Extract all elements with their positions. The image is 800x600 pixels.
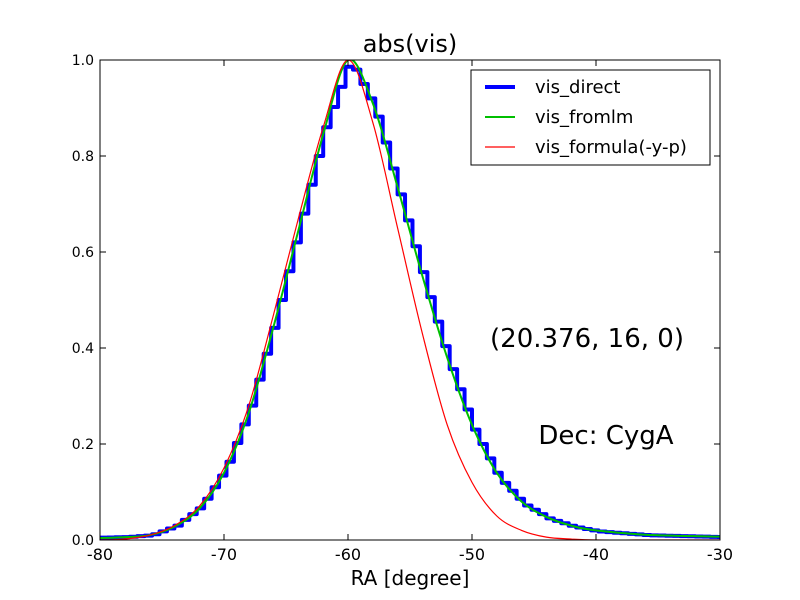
plot-frame — [99, 59, 721, 541]
y-tick-label: 0.6 — [72, 245, 94, 261]
x-tick-label: -40 — [583, 545, 609, 564]
x-tick-label: -30 — [707, 545, 733, 564]
y-tick-label: 0.0 — [72, 533, 94, 549]
y-tick-label: 0.8 — [72, 149, 94, 165]
y-tick-label: 1.0 — [72, 53, 94, 69]
x-tick-label: -50 — [459, 545, 485, 564]
x-tick-label: -60 — [335, 545, 361, 564]
annotation-dec: Dec: CygA — [538, 421, 673, 451]
x-tick-label: -70 — [211, 545, 237, 564]
legend-label: vis_formula(-y-p) — [535, 137, 687, 158]
series-line-vis-fromlm — [100, 60, 720, 540]
y-tick-label: 0.4 — [72, 341, 94, 357]
x-axis-label: RA [degree] — [351, 566, 470, 590]
annotation-coordinates: (20.376, 16, 0) — [490, 324, 684, 354]
legend: vis_direct vis_fromlm vis_formula(-y-p) — [470, 69, 711, 166]
legend-label: vis_direct — [535, 77, 621, 98]
x-tick-label: -80 — [87, 545, 113, 564]
chart-title: abs(vis) — [363, 30, 458, 58]
y-tick-label: 0.2 — [72, 437, 94, 453]
series-line-vis-formula-y-p- — [100, 60, 720, 540]
legend-label: vis_fromlm — [535, 107, 633, 128]
